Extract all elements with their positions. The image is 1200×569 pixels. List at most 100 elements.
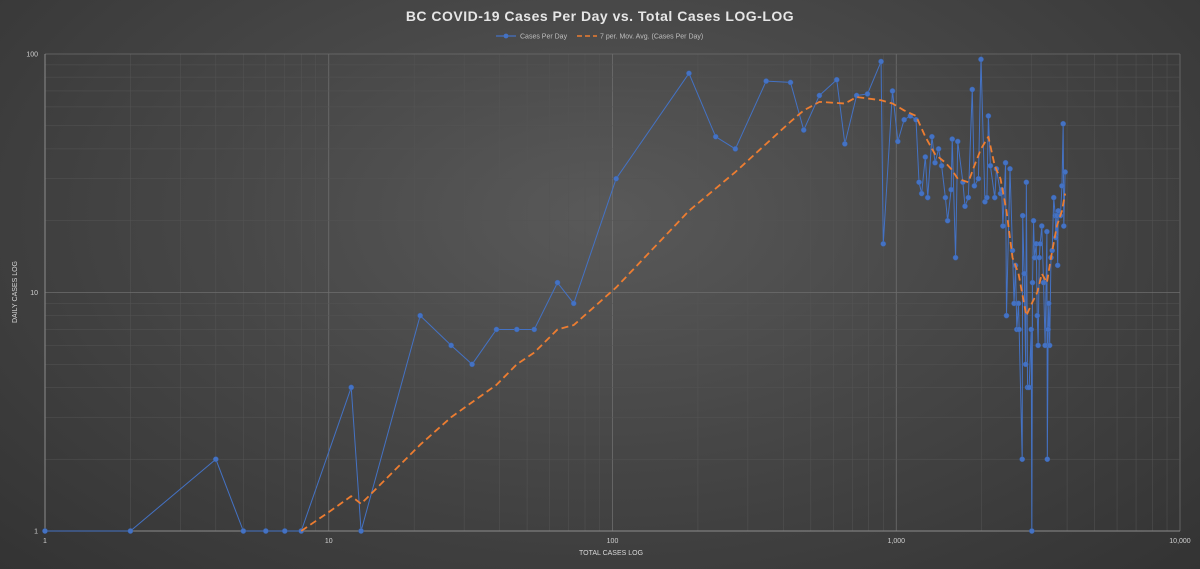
data-point-cases-per-day [991, 194, 998, 201]
legend-marker-cases-per-day [503, 33, 509, 39]
data-point-cases-per-day [732, 146, 739, 152]
x-tick-label: 100 [607, 538, 619, 545]
data-point-cases-per-day [987, 162, 994, 169]
y-axis-title: DAILY CASES LOG [12, 261, 19, 323]
data-point-cases-per-day [787, 79, 794, 86]
data-point-cases-per-day [1031, 254, 1038, 261]
series-line-cases-per-day [45, 58, 1066, 532]
axes: 1 10 100 1,000 10,000 1 10 100 [26, 52, 1190, 546]
data-point-cases-per-day [1021, 270, 1027, 277]
legend-label-cases-per-day: Cases Per Day [520, 34, 568, 41]
data-point-cases-per-day [880, 241, 887, 247]
data-point-cases-per-day [531, 326, 538, 333]
data-point-cases-per-day [975, 175, 982, 182]
data-point-cases-per-day [938, 162, 945, 169]
data-point-cases-per-day [1044, 456, 1051, 463]
data-point-cases-per-day [1040, 279, 1047, 286]
data-point-cases-per-day [965, 194, 972, 201]
data-point-cases-per-day [514, 326, 520, 333]
data-point-cases-per-day [948, 186, 954, 193]
data-point-cases-per-day [935, 146, 942, 152]
y-tick-label: 10 [30, 290, 38, 297]
data-point-cases-per-day [816, 92, 823, 99]
data-point-cases-per-day [918, 190, 925, 197]
data-point-cases-per-day [916, 179, 922, 186]
data-point-cases-per-day [1003, 312, 1010, 319]
data-point-cases-per-day [712, 133, 719, 140]
y-tick-label: 1 [34, 529, 38, 536]
data-point-cases-per-day [613, 175, 619, 182]
legend-label-moving-average: 7 per. Mov. Avg. (Cases Per Day) [600, 34, 703, 41]
data-point-cases-per-day [1030, 217, 1037, 224]
data-point-cases-per-day [1023, 179, 1030, 186]
data-point-cases-per-day [1062, 169, 1068, 175]
x-tick-label: 1 [43, 538, 47, 545]
data-point-cases-per-day [800, 127, 807, 133]
data-point-cases-per-day [924, 194, 931, 201]
data-point-cases-per-day [493, 326, 500, 333]
data-point-cases-per-day [864, 91, 871, 97]
data-point-cases-per-day [554, 279, 561, 286]
data-point-cases-per-day [1007, 166, 1013, 172]
x-tick-label: 1,000 [887, 538, 905, 545]
data-point-cases-per-day [922, 154, 929, 160]
data-point-cases-per-day [1059, 183, 1065, 189]
data-point-cases-per-day [1000, 223, 1006, 229]
data-point-cases-per-day [686, 70, 692, 77]
x-tick-label: 10,000 [1169, 538, 1191, 545]
data-point-cases-per-day [842, 141, 848, 147]
data-point-cases-per-day [763, 78, 769, 84]
data-point-cases-per-day [417, 312, 423, 319]
data-point-cases-per-day [971, 183, 978, 189]
data-point-cases-per-day [969, 86, 976, 93]
data-point-cases-per-day [954, 138, 961, 145]
data-point-cases-per-day [262, 528, 269, 534]
x-axis-title: TOTAL CASES LOG [579, 550, 643, 557]
data-point-cases-per-day [1044, 228, 1050, 235]
data-point-cases-per-day [944, 217, 951, 224]
data-point-cases-per-day [984, 194, 990, 201]
data-point-cases-per-day [127, 528, 134, 534]
data-point-cases-per-day [1045, 326, 1051, 333]
data-point-cases-per-day [1029, 279, 1036, 286]
data-point-cases-per-day [1019, 212, 1026, 219]
series-area [42, 56, 1068, 534]
data-point-cases-per-day [570, 300, 577, 307]
data-point-cases-per-day [889, 88, 896, 94]
data-point-cases-per-day [469, 361, 475, 368]
data-point-cases-per-day [348, 384, 355, 391]
data-point-cases-per-day [942, 194, 949, 201]
data-point-cases-per-day [1029, 528, 1035, 534]
legend-item-cases-per-day: Cases Per Day [496, 34, 568, 41]
data-point-cases-per-day [1039, 223, 1045, 229]
data-point-cases-per-day [1035, 342, 1041, 349]
data-point-cases-per-day [1022, 361, 1029, 368]
data-point-cases-per-day [42, 528, 48, 534]
data-point-cases-per-day [1055, 208, 1062, 214]
data-point-cases-per-day [1028, 326, 1035, 333]
data-point-cases-per-day [213, 456, 219, 463]
data-point-cases-per-day [1019, 456, 1026, 463]
data-point-cases-per-day [985, 113, 992, 119]
data-point-cases-per-day [932, 159, 938, 166]
data-point-cases-per-day [281, 528, 288, 534]
data-point-cases-per-day [240, 528, 247, 534]
data-point-cases-per-day [952, 254, 959, 261]
data-point-cases-per-day [1054, 262, 1061, 269]
legend: Cases Per Day 7 per. Mov. Avg. (Cases Pe… [496, 34, 703, 41]
data-point-cases-per-day [1016, 326, 1022, 333]
data-point-cases-per-day [962, 203, 968, 210]
legend-item-moving-average: 7 per. Mov. Avg. (Cases Per Day) [577, 34, 703, 41]
series-line-moving-average [300, 96, 1066, 532]
data-point-cases-per-day [1015, 300, 1022, 307]
data-point-cases-per-day [1060, 120, 1066, 127]
data-point-cases-per-day [1061, 223, 1067, 229]
data-point-cases-per-day [448, 342, 454, 349]
data-point-cases-per-day [901, 116, 907, 123]
data-point-cases-per-day [358, 528, 364, 534]
data-point-cases-per-day [833, 76, 840, 83]
data-point-cases-per-day [1002, 159, 1009, 166]
data-point-cases-per-day [1050, 194, 1057, 201]
